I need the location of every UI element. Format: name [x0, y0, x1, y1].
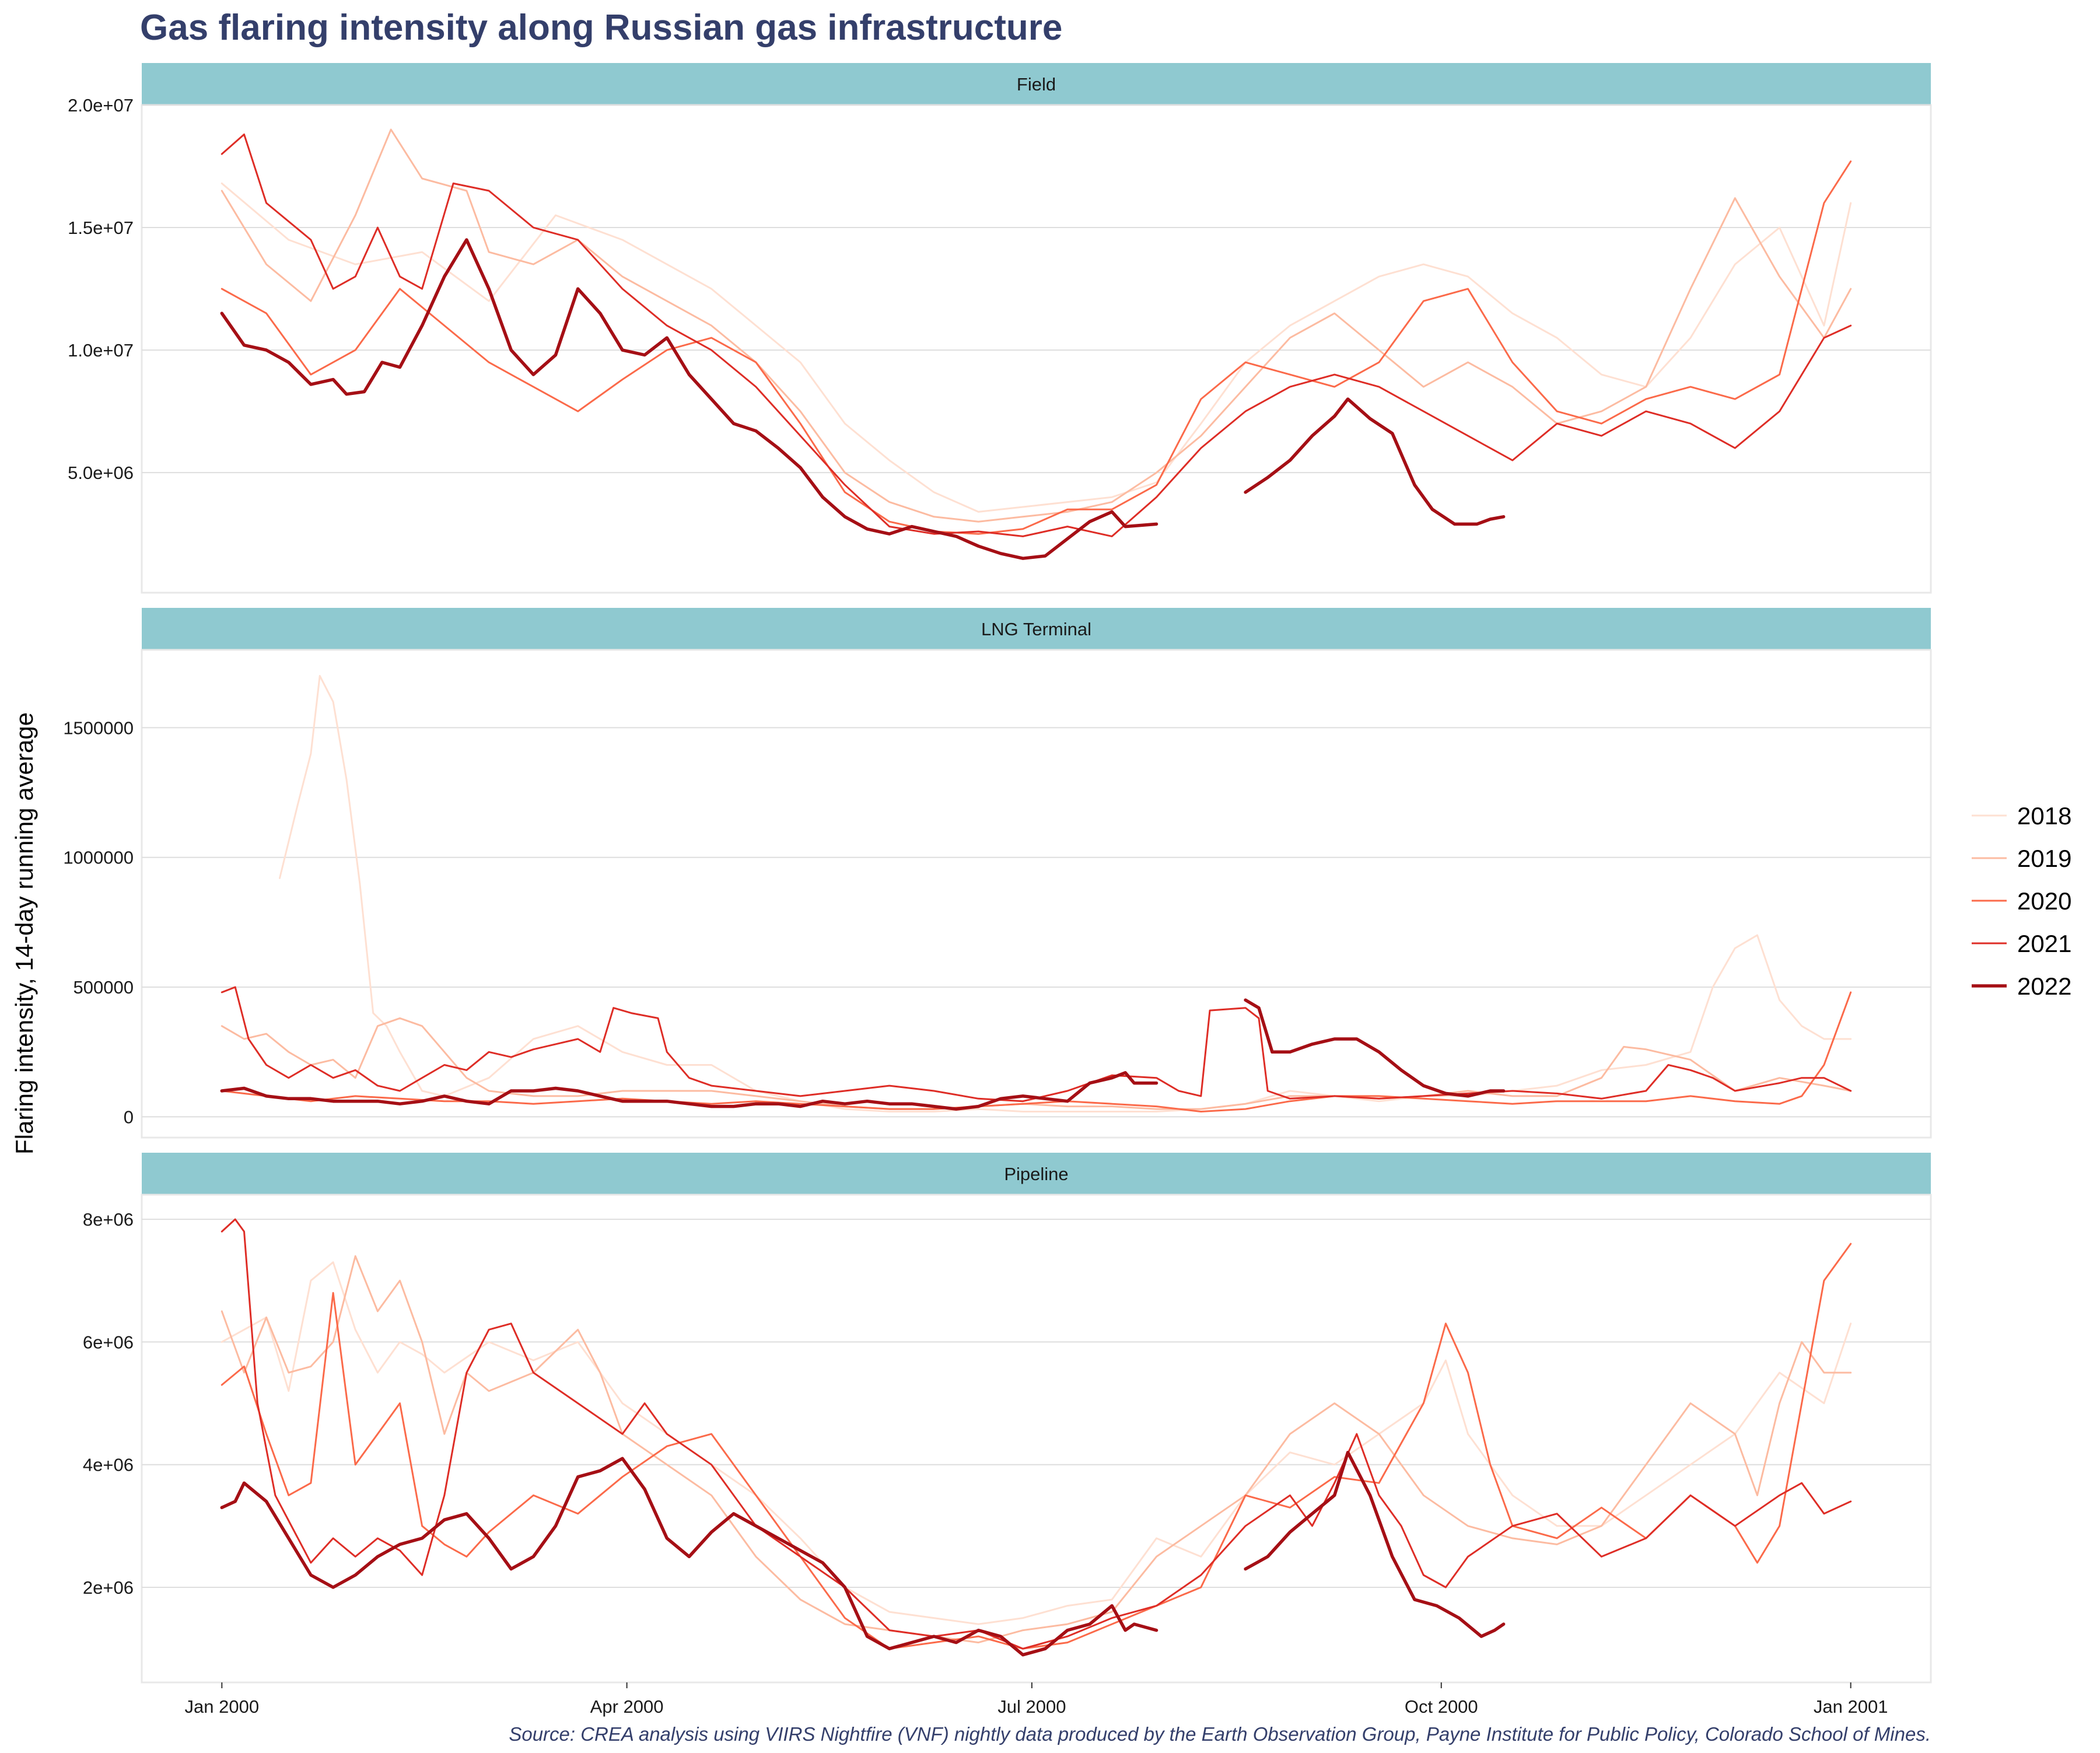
x-tick-label: Apr 2000 — [590, 1696, 664, 1717]
panels-layer: Field 5.0e+06 1.0e+07 1.5e+07 2.0e+07 LNG Ter… — [63, 63, 1932, 1717]
chart-caption: Source: CREA analysis using VIIRS Nightf… — [509, 1723, 1931, 1745]
y-tick-label: 1.0e+07 — [68, 340, 134, 361]
x-tick-label: Jan 2000 — [185, 1696, 260, 1717]
series-line-2022 — [220, 1450, 1506, 1657]
legend-item-2020: 2020 — [1972, 887, 2071, 915]
y-tick-label: 1500000 — [63, 718, 134, 738]
series-line-2019 — [220, 1255, 1852, 1644]
legend-item-2018: 2018 — [1972, 802, 2071, 830]
panel-border — [141, 649, 1932, 1139]
x-tick-label: Jan 2001 — [1814, 1696, 1888, 1717]
y-tick-label: 6e+06 — [83, 1332, 134, 1352]
panel-pipeline: Pipeline 2e+06 4e+06 6e+06 8e+06 — [83, 1153, 1932, 1684]
series-line-2022 — [220, 998, 1506, 1111]
y-tick-label: 8e+06 — [83, 1209, 134, 1230]
series-line-2021 — [220, 986, 1852, 1103]
y-tick-label: 4e+06 — [83, 1455, 134, 1475]
y-axis-label: Flaring intensity, 14-day running averag… — [10, 712, 38, 1154]
legend-label: 2020 — [2017, 887, 2071, 915]
legend: 2018 2019 2020 2021 2022 — [1972, 802, 2071, 1000]
legend-item-2021: 2021 — [1972, 930, 2071, 957]
x-tick-label: Jul 2000 — [998, 1696, 1066, 1717]
series-line-2020 — [220, 160, 1852, 535]
series-line-2022 — [220, 238, 1506, 560]
legend-label: 2022 — [2017, 972, 2071, 1000]
facet-strip-label: LNG Terminal — [981, 619, 1091, 639]
facet-strip — [142, 63, 1931, 105]
series-line-2020 — [220, 991, 1852, 1112]
y-tick-label: 2e+06 — [83, 1577, 134, 1598]
panel-border — [141, 1194, 1932, 1684]
y-tick-label: 1000000 — [63, 848, 134, 868]
y-tick-label: 0 — [124, 1107, 134, 1127]
series-line-2021 — [220, 1218, 1852, 1650]
series-line-2019 — [220, 128, 1852, 523]
legend-label: 2021 — [2017, 930, 2071, 957]
facet-strip-label: Pipeline — [1004, 1164, 1068, 1184]
series-line-2018 — [220, 1261, 1852, 1625]
legend-label: 2018 — [2017, 802, 2071, 830]
legend-item-2022: 2022 — [1972, 972, 2071, 1000]
x-tick-label: Oct 2000 — [1405, 1696, 1478, 1717]
panel-lng-terminal: LNG Terminal 0 500000 1000000 1500000 — [63, 608, 1932, 1139]
chart-title: Gas flaring intensity along Russian gas … — [140, 8, 1062, 48]
legend-label: 2019 — [2017, 845, 2071, 872]
facet-strip — [142, 1153, 1931, 1195]
y-tick-label: 500000 — [74, 977, 134, 998]
panel-field: Field 5.0e+06 1.0e+07 1.5e+07 2.0e+07 — [68, 63, 1932, 594]
series-line-2018 — [279, 675, 1852, 1112]
facet-strip-label: Field — [1017, 74, 1056, 95]
x-axis: Jan 2000 Apr 2000 Jul 2000 Oct 2000 Jan 2001 — [185, 1682, 1888, 1717]
legend-item-2019: 2019 — [1972, 845, 2071, 872]
series-line-2019 — [220, 1017, 1852, 1110]
y-tick-label: 5.0e+06 — [68, 463, 134, 483]
y-tick-label: 1.5e+07 — [68, 218, 134, 238]
y-tick-label: 2.0e+07 — [68, 95, 134, 116]
series-line-2020 — [220, 1243, 1852, 1650]
facet-strip — [142, 608, 1931, 650]
series-line-2021 — [220, 133, 1852, 537]
series-line-2018 — [220, 182, 1852, 513]
